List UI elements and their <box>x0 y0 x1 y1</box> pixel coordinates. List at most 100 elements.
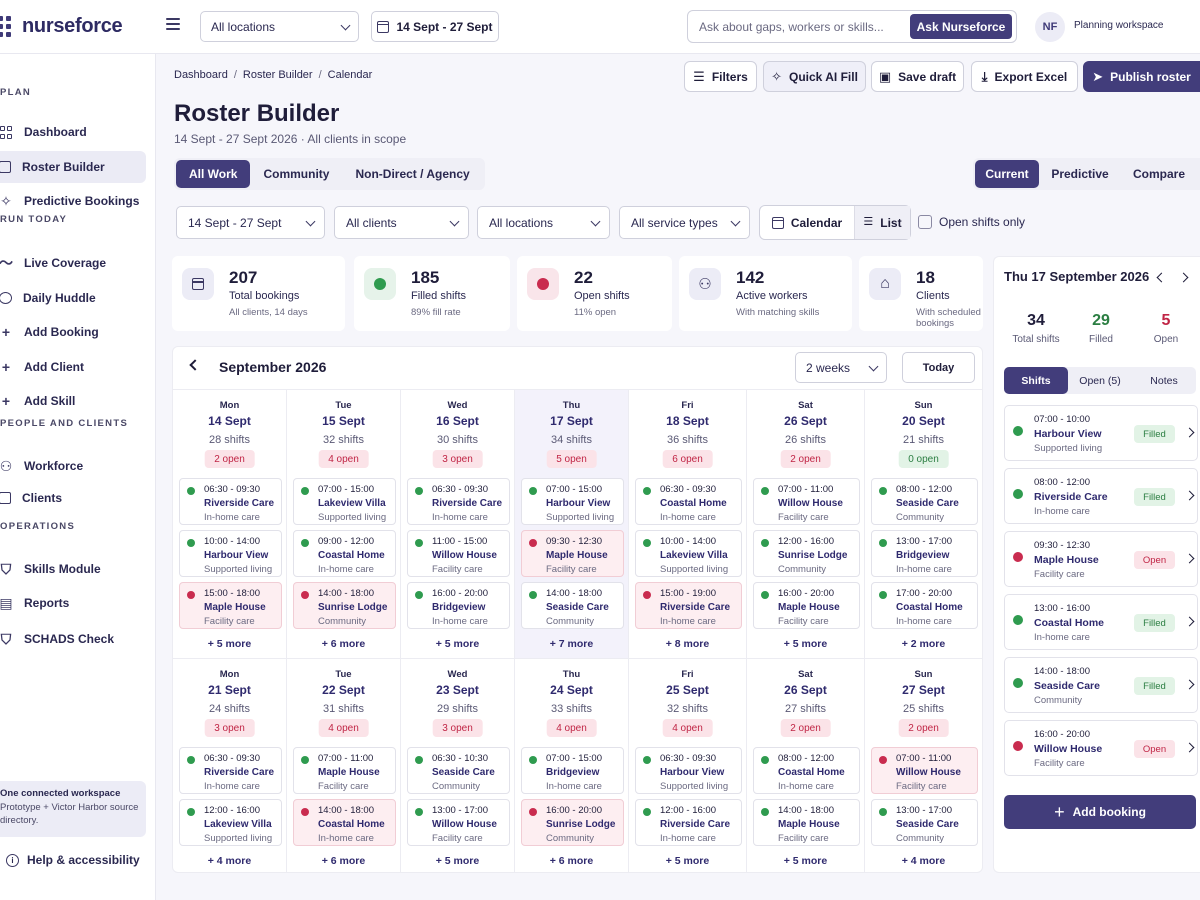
shift-card[interactable]: 14:00 - 18:00 Coastal Home In-home care <box>293 799 396 846</box>
shift-card[interactable]: 14:00 - 18:00 Sunrise Lodge Community <box>293 582 396 629</box>
day-shift-item[interactable]: 07:00 - 10:00 Harbour View Supported livin… <box>1004 405 1198 461</box>
sidebar-item-add-client[interactable]: + Add Client <box>0 351 146 383</box>
day-tab-notes[interactable]: Notes <box>1150 374 1178 387</box>
shift-card[interactable]: 14:00 - 18:00 Seaside Care Community <box>521 582 624 629</box>
sidebar-item-reports[interactable]: ▤ Reports <box>0 587 146 619</box>
shift-card[interactable]: 09:00 - 12:00 Coastal Home In-home care <box>293 530 396 577</box>
today-button[interactable]: Today <box>902 352 975 383</box>
day-tab-shifts[interactable]: Shifts <box>1004 367 1068 394</box>
calendar-day-14-sept[interactable]: Mon 14 Sept 28 shifts 2 open 06:30 - 09:30 Ri… <box>173 389 287 658</box>
shift-card[interactable]: 15:00 - 19:00 Riverside Care In-home care <box>635 582 742 629</box>
more-shifts-link[interactable]: + 8 more <box>665 638 710 650</box>
calendar-day-27-sept[interactable]: Sun 27 Sept 25 shifts 2 open 07:00 - 11:00 Wi… <box>865 658 982 872</box>
sidebar-item-predictive-bookings[interactable]: ✧ Predictive Bookings <box>0 185 146 217</box>
shift-card[interactable]: 09:30 - 12:30 Maple House Facility care <box>521 530 624 577</box>
ask-input[interactable]: Ask about gaps, workers or skills... Ask… <box>687 10 1017 43</box>
shift-card[interactable]: 12:00 - 16:00 Sunrise Lodge Community <box>753 530 860 577</box>
calendar-day-26-sept[interactable]: Sat 26 Sept 27 shifts 2 open 08:00 - 12:00 Co… <box>747 658 865 872</box>
avatar[interactable]: NF <box>1035 12 1065 42</box>
filters-button[interactable]: ☰ Filters <box>684 61 757 92</box>
menu-icon[interactable] <box>166 18 180 30</box>
add-booking-button[interactable]: + Add booking <box>1004 795 1196 829</box>
shift-card[interactable]: 06:30 - 09:30 Riverside Care In-home care <box>179 478 282 525</box>
sidebar-item-workforce[interactable]: ⚇ Workforce <box>0 450 146 482</box>
open-shifts-only-checkbox[interactable]: Open shifts only <box>918 215 1025 229</box>
tab-all-work[interactable]: All Work <box>176 160 251 188</box>
calendar-day-22-sept[interactable]: Tue 22 Sept 31 shifts 4 open 07:00 - 11:00 Ma… <box>287 658 401 872</box>
checkbox-box[interactable] <box>918 215 932 229</box>
more-shifts-link[interactable]: + 5 more <box>435 855 480 867</box>
shift-card[interactable]: 10:00 - 14:00 Harbour View Supported livin… <box>179 530 282 577</box>
calendar-day-23-sept[interactable]: Wed 23 Sept 29 shifts 3 open 06:30 - 10:30 Se… <box>401 658 515 872</box>
shift-card[interactable]: 06:30 - 09:30 Harbour View Supported livin… <box>635 747 742 794</box>
day-shift-item[interactable]: 08:00 - 12:00 Riverside Care In-home care F… <box>1004 468 1198 524</box>
more-shifts-link[interactable]: + 6 more <box>321 855 366 867</box>
view-calendar-button[interactable]: Calendar <box>760 206 854 239</box>
more-shifts-link[interactable]: + 5 more <box>783 638 828 650</box>
view-list-button[interactable]: ☰ List <box>854 206 910 239</box>
chevron-right-icon[interactable] <box>1184 427 1195 438</box>
more-shifts-link[interactable]: + 5 more <box>435 638 480 650</box>
more-shifts-link[interactable]: + 4 more <box>901 855 946 867</box>
workspace-label[interactable]: Planning workspace <box>1074 20 1164 31</box>
date-filter-select[interactable]: 14 Sept - 27 Sept <box>176 206 325 239</box>
shift-card[interactable]: 12:00 - 16:00 Lakeview Villa Supported liv… <box>179 799 282 846</box>
shift-card[interactable]: 16:00 - 20:00 Sunrise Lodge Community <box>521 799 624 846</box>
locations-filter-select[interactable]: All locations <box>477 206 610 239</box>
day-shift-item[interactable]: 09:30 - 12:30 Maple House Facility care Ope… <box>1004 531 1198 587</box>
shift-card[interactable]: 07:00 - 15:00 Bridgeview In-home care <box>521 747 624 794</box>
clients-filter-select[interactable]: All clients <box>334 206 469 239</box>
prev-month-icon[interactable] <box>189 359 201 371</box>
more-shifts-link[interactable]: + 4 more <box>207 855 252 867</box>
shift-card[interactable]: 16:00 - 20:00 Bridgeview In-home care <box>407 582 510 629</box>
shift-card[interactable]: 12:00 - 16:00 Riverside Care In-home care <box>635 799 742 846</box>
range-select[interactable]: 2 weeks <box>795 352 887 383</box>
location-select[interactable]: All locations <box>200 11 359 42</box>
sidebar-item-live-coverage[interactable]: 〜 Live Coverage <box>0 247 146 279</box>
tab-compare[interactable]: Compare <box>1133 167 1186 181</box>
sidebar-item-dashboard[interactable]: Dashboard <box>0 116 146 148</box>
sidebar-item-clients[interactable]: Clients <box>0 482 146 514</box>
sidebar-item-schads-check[interactable]: ⛉ SCHADS Check <box>0 623 146 655</box>
shift-card[interactable]: 06:30 - 09:30 Coastal Home In-home care <box>635 478 742 525</box>
shift-card[interactable]: 06:30 - 09:30 Riverside Care In-home care <box>407 478 510 525</box>
more-shifts-link[interactable]: + 5 more <box>783 855 828 867</box>
calendar-day-16-sept[interactable]: Wed 16 Sept 30 shifts 3 open 06:30 - 09:30 Ri… <box>401 389 515 658</box>
more-shifts-link[interactable]: + 7 more <box>549 638 594 650</box>
shift-card[interactable]: 08:00 - 12:00 Coastal Home In-home care <box>753 747 860 794</box>
calendar-day-17-sept[interactable]: Thu 17 Sept 34 shifts 5 open 07:00 - 15:00 Ha… <box>515 389 629 658</box>
save-draft-button[interactable]: ▣ Save draft <box>871 61 964 92</box>
calendar-day-18-sept[interactable]: Fri 18 Sept 36 shifts 6 open 06:30 - 09:30 Co… <box>629 389 747 658</box>
ask-button[interactable]: Ask Nurseforce <box>910 14 1012 39</box>
shift-card[interactable]: 06:30 - 10:30 Seaside Care Community <box>407 747 510 794</box>
shift-card[interactable]: 07:00 - 15:00 Lakeview Villa Supported liv… <box>293 478 396 525</box>
sidebar-item-roster-builder[interactable]: Roster Builder <box>0 151 146 183</box>
tab-non-direct-agency[interactable]: Non-Direct / Agency <box>355 167 470 181</box>
shift-card[interactable]: 14:00 - 18:00 Maple House Facility care <box>753 799 860 846</box>
shift-card[interactable]: 06:30 - 09:30 Riverside Care In-home care <box>179 747 282 794</box>
calendar-day-24-sept[interactable]: Thu 24 Sept 33 shifts 4 open 07:00 - 15:00 Br… <box>515 658 629 872</box>
shift-card[interactable]: 07:00 - 15:00 Harbour View Supported livin… <box>521 478 624 525</box>
calendar-day-20-sept[interactable]: Sun 20 Sept 21 shifts 0 open 08:00 - 12:00 Se… <box>865 389 982 658</box>
shift-card[interactable]: 16:00 - 20:00 Maple House Facility care <box>753 582 860 629</box>
prev-day-icon[interactable] <box>1156 272 1167 283</box>
shift-card[interactable]: 13:00 - 17:00 Seaside Care Community <box>871 799 978 846</box>
shift-card[interactable]: 17:00 - 20:00 Coastal Home In-home care <box>871 582 978 629</box>
more-shifts-link[interactable]: + 5 more <box>665 855 710 867</box>
tab-community[interactable]: Community <box>263 167 330 181</box>
calendar-day-25-sept[interactable]: Fri 25 Sept 32 shifts 4 open 06:30 - 09:30 Ha… <box>629 658 747 872</box>
chevron-right-icon[interactable] <box>1184 490 1195 501</box>
shift-card[interactable]: 13:00 - 17:00 Willow House Facility care <box>407 799 510 846</box>
shift-card[interactable]: 11:00 - 15:00 Willow House Facility care <box>407 530 510 577</box>
day-shift-item[interactable]: 16:00 - 20:00 Willow House Facility care Op… <box>1004 720 1198 776</box>
day-shift-item[interactable]: 13:00 - 16:00 Coastal Home In-home care Fil… <box>1004 594 1198 650</box>
sidebar-item-add-skill[interactable]: + Add Skill <box>0 385 146 417</box>
chevron-right-icon[interactable] <box>1184 679 1195 690</box>
shift-card[interactable]: 10:00 - 14:00 Lakeview Villa Supported liv… <box>635 530 742 577</box>
day-tab-open-5[interactable]: Open (5) <box>1079 374 1121 387</box>
shift-card[interactable]: 13:00 - 17:00 Bridgeview In-home care <box>871 530 978 577</box>
chevron-right-icon[interactable] <box>1184 742 1195 753</box>
service-types-filter-select[interactable]: All service types <box>619 206 750 239</box>
shift-card[interactable]: 15:00 - 18:00 Maple House Facility care <box>179 582 282 629</box>
date-range-button[interactable]: 14 Sept - 27 Sept <box>371 11 499 42</box>
